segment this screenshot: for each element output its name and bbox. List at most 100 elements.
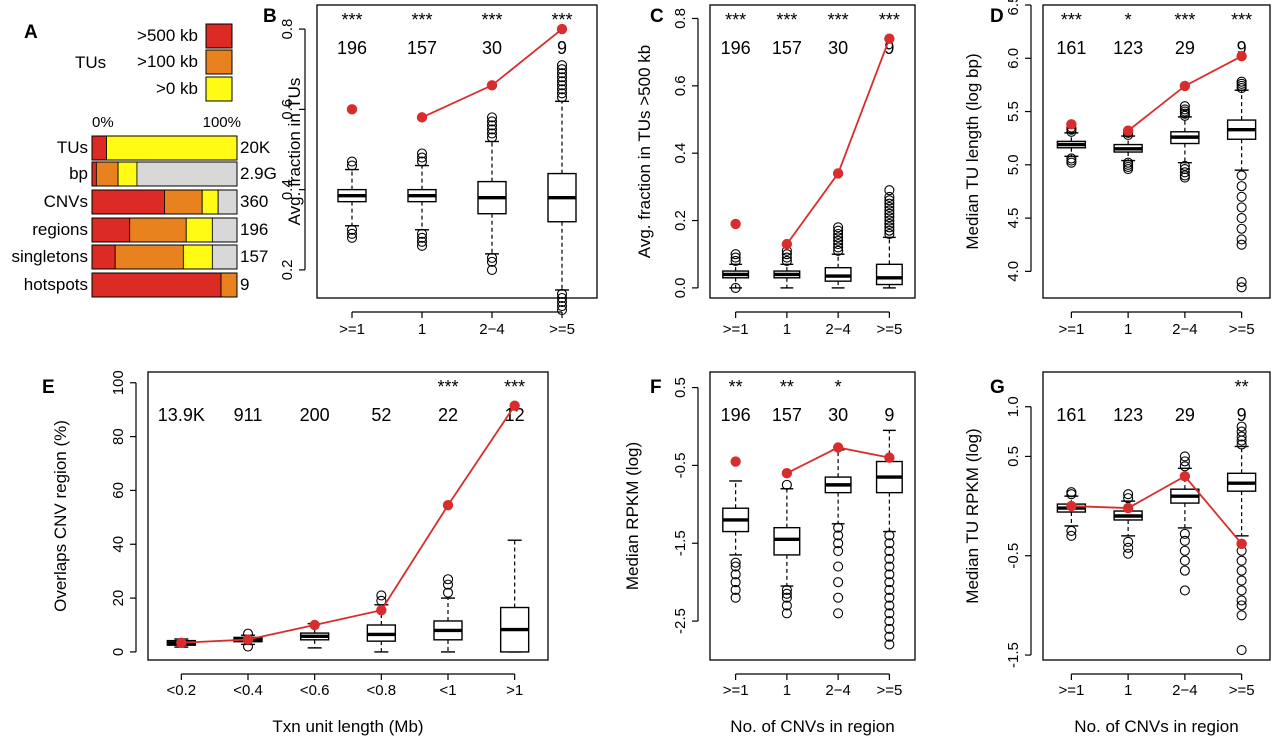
- outlier-point: [556, 76, 568, 87]
- significance-mark: ***: [481, 10, 502, 30]
- y-tick-label: 60: [110, 482, 127, 499]
- outlier-point: [416, 240, 428, 251]
- observed-point: [509, 400, 520, 411]
- outlier-point: [884, 538, 895, 549]
- box-1: [1113, 489, 1143, 559]
- legend-label: >500 kb: [137, 26, 198, 45]
- y-axis-label: Median TU length (log bp): [963, 53, 982, 249]
- box-2: [824, 222, 852, 289]
- count-label: 9: [884, 38, 894, 58]
- x-tick-label: >=5: [876, 321, 902, 338]
- significance-mark: ***: [1061, 10, 1082, 30]
- outlier-point: [346, 160, 358, 171]
- box-4: [433, 574, 463, 653]
- x-axis-label: No. of CNVs in region: [1074, 717, 1238, 736]
- outlier-point: [833, 242, 844, 253]
- outlier-point: [730, 252, 741, 263]
- outlier-point: [556, 296, 568, 308]
- significance-mark: ***: [411, 10, 432, 30]
- observed-point: [242, 634, 254, 645]
- outlier-point: [730, 592, 741, 603]
- box-1: [773, 479, 801, 619]
- bar-frame: [91, 189, 238, 215]
- axis-label-0: 0%: [92, 114, 114, 131]
- y-tick-label: 0.6: [279, 99, 296, 120]
- legend-label: >0 kb: [156, 79, 198, 98]
- x-tick-label: 1: [1124, 321, 1132, 338]
- outlier-point: [556, 60, 568, 71]
- row-label: hotspots: [24, 275, 88, 294]
- outlier-point: [556, 88, 568, 99]
- outlier-point: [884, 616, 895, 627]
- x-tick-label: 2−4: [1172, 321, 1197, 338]
- observed-point: [176, 637, 187, 648]
- box-0: [1056, 122, 1087, 168]
- outlier-point: [1179, 535, 1190, 546]
- observed-point: [1179, 80, 1191, 92]
- outlier-point: [556, 72, 568, 83]
- significance-mark: ***: [341, 10, 362, 30]
- count-label: 123: [1113, 405, 1143, 425]
- count-label: 9: [557, 38, 567, 58]
- significance-mark: **: [729, 377, 743, 397]
- outlier-point: [486, 256, 498, 267]
- x-tick-label: >=1: [339, 321, 365, 338]
- bar-segment: [220, 272, 238, 298]
- outlier-point: [1236, 565, 1247, 576]
- row-label: singletons: [11, 247, 88, 266]
- outlier-point: [556, 288, 568, 300]
- outlier-point: [833, 225, 844, 236]
- outlier-point: [1179, 170, 1190, 181]
- outlier-point: [833, 522, 844, 533]
- count-label: 196: [337, 38, 367, 58]
- y-tick-label: 4.5: [1005, 208, 1022, 229]
- y-tick-label: 0.0: [672, 277, 689, 298]
- box-1: [407, 148, 437, 251]
- y-axis-label: Overlaps CNV region (%): [51, 420, 70, 612]
- observed-point: [486, 80, 498, 91]
- outlier-point: [1236, 191, 1247, 202]
- outlier-point: [1236, 202, 1247, 213]
- outlier-point: [884, 639, 895, 650]
- significance-mark: ***: [437, 377, 458, 397]
- outlier-point: [346, 156, 358, 167]
- y-tick-label: -1.5: [1005, 642, 1022, 668]
- bar-segment: [91, 217, 131, 243]
- outlier-point: [730, 569, 741, 580]
- outlier-point: [1179, 456, 1190, 467]
- outlier-point: [781, 255, 792, 267]
- outlier-point: [1236, 555, 1247, 566]
- outlier-point: [884, 205, 895, 216]
- plot-frame: [316, 4, 598, 299]
- observed-point: [309, 619, 320, 631]
- x-tick-label: 1: [418, 321, 426, 338]
- outlier-point: [556, 84, 568, 95]
- outlier-point: [1236, 282, 1247, 293]
- observed-point: [442, 500, 454, 511]
- outlier-point: [884, 195, 895, 206]
- outlier-point: [556, 80, 568, 91]
- outlier-point: [730, 557, 741, 568]
- row-count: 360: [240, 192, 268, 211]
- y-tick-label: 5.5: [1005, 101, 1022, 122]
- outlier-point: [1179, 451, 1190, 462]
- outlier-point: [1179, 565, 1190, 576]
- count-label: 911: [234, 405, 263, 425]
- legend-swatch: [205, 76, 233, 102]
- x-tick-label: 1: [783, 682, 791, 699]
- outlier-point: [1179, 160, 1190, 171]
- bar-segment: [91, 244, 116, 270]
- outlier-point: [1179, 555, 1190, 566]
- outlier-point: [1123, 493, 1134, 504]
- bar-segment: [91, 161, 97, 187]
- count-label: 22: [438, 405, 458, 425]
- significance-mark: ***: [1231, 10, 1252, 30]
- count-label: 157: [772, 405, 802, 425]
- panel-label-g: G: [990, 377, 1005, 398]
- outlier-point: [781, 588, 792, 599]
- x-tick-label: >=5: [549, 321, 575, 338]
- x-tick-label: <0.2: [167, 682, 197, 699]
- bar-frame: [91, 217, 238, 243]
- outlier-point: [884, 553, 895, 564]
